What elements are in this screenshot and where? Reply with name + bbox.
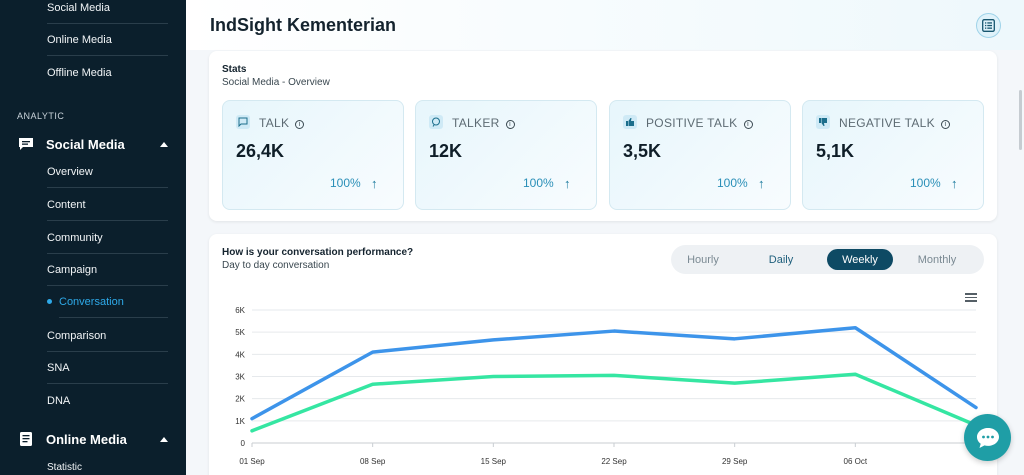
- list-icon: [982, 19, 995, 32]
- header: IndSight Kementerian: [186, 0, 1024, 50]
- thumbs-up-icon: [623, 115, 637, 129]
- page-title: IndSight Kementerian: [210, 15, 397, 35]
- page-scrollbar[interactable]: [1019, 90, 1022, 150]
- document-icon: [18, 431, 34, 447]
- chat-bubble-icon: [429, 115, 443, 129]
- active-dot-icon: [47, 299, 52, 304]
- sidebar: Social Media Online Media Offline Media …: [0, 0, 186, 475]
- stat-card-negative-talk[interactable]: NEGATIVE TALK i 5,1K 100% ↑: [802, 100, 984, 210]
- arrow-up-icon: ↑: [371, 176, 378, 191]
- sidebar-item-social-media-top[interactable]: Social Media: [47, 0, 168, 24]
- caret-up-icon[interactable]: [160, 436, 168, 442]
- chat-dots-icon: [976, 427, 999, 448]
- stat-label: NEGATIVE TALK i: [839, 116, 950, 130]
- stat-percent: 100%: [523, 176, 554, 190]
- stat-value: 12K: [429, 141, 463, 161]
- period-segmented-control: Hourly Daily Weekly Monthly: [671, 245, 984, 274]
- tab-monthly[interactable]: Monthly: [917, 253, 957, 266]
- main-area: IndSight Kementerian Stats Social Media …: [186, 0, 1024, 475]
- arrow-up-icon: ↑: [564, 176, 571, 191]
- sidebar-item-offline-media[interactable]: Offline Media: [47, 67, 112, 79]
- sidebar-item-comparison[interactable]: Comparison: [47, 320, 168, 352]
- stats-title: Stats: [222, 64, 247, 75]
- tab-hourly[interactable]: Hourly: [687, 253, 719, 266]
- hamburger-menu-icon[interactable]: [965, 293, 977, 302]
- sidebar-item-statistic[interactable]: Statistic: [47, 462, 83, 473]
- stat-value: 5,1K: [816, 141, 855, 161]
- report-button[interactable]: [976, 13, 1001, 38]
- sidebar-group-label: Social Media: [46, 136, 125, 152]
- stat-card-positive-talk[interactable]: POSITIVE TALK i 3,5K 100% ↑: [609, 100, 791, 210]
- sidebar-group-social-media[interactable]: Social Media: [18, 133, 168, 155]
- arrow-up-icon: ↑: [758, 176, 765, 191]
- stat-label: TALK i: [259, 116, 305, 130]
- stat-label: TALKER i: [452, 116, 515, 130]
- stat-percent: 100%: [717, 176, 748, 190]
- arrow-up-icon: ↑: [951, 176, 958, 191]
- info-icon[interactable]: i: [295, 120, 305, 129]
- thumbs-down-icon: [816, 115, 830, 129]
- stat-value: 3,5K: [623, 141, 662, 161]
- sidebar-item-online-media-top[interactable]: Online Media: [47, 24, 168, 56]
- chat-icon: [18, 136, 34, 152]
- caret-up-icon[interactable]: [160, 141, 168, 147]
- tab-daily[interactable]: Daily: [768, 253, 794, 266]
- info-icon[interactable]: i: [743, 120, 753, 129]
- info-icon[interactable]: i: [505, 120, 515, 129]
- performance-card: How is your conversation performance? Da…: [209, 234, 997, 475]
- stat-percent: 100%: [910, 176, 941, 190]
- sidebar-item-content[interactable]: Content: [47, 189, 168, 221]
- sidebar-item-dna[interactable]: DNA: [47, 395, 71, 407]
- sidebar-group-online-media[interactable]: Online Media: [18, 428, 168, 450]
- stat-percent: 100%: [330, 176, 361, 190]
- sidebar-group-label: Online Media: [46, 431, 127, 447]
- sidebar-item-sna[interactable]: SNA: [47, 352, 168, 384]
- stat-card-talk[interactable]: TALK i 26,4K 100% ↑: [222, 100, 404, 210]
- sidebar-item-overview[interactable]: Overview: [47, 156, 168, 188]
- chat-square-icon: [236, 115, 250, 129]
- sidebar-item-community[interactable]: Community: [47, 222, 168, 254]
- stats-card: Stats Social Media - Overview TALK i 26,4…: [209, 51, 997, 221]
- stat-card-talker[interactable]: TALKER i 12K 100% ↑: [415, 100, 597, 210]
- info-icon[interactable]: i: [940, 120, 950, 129]
- sidebar-section-label: ANALYTIC: [17, 111, 65, 121]
- sidebar-item-campaign[interactable]: Campaign: [47, 254, 168, 286]
- stat-value: 26,4K: [236, 141, 285, 161]
- performance-subtitle: Day to day conversation: [222, 260, 330, 271]
- sidebar-item-conversation[interactable]: Conversation: [59, 286, 168, 318]
- chat-support-button[interactable]: [964, 414, 1011, 461]
- tab-weekly[interactable]: Weekly: [827, 249, 893, 270]
- performance-title: How is your conversation performance?: [222, 247, 414, 258]
- stats-subtitle: Social Media - Overview: [222, 77, 330, 88]
- stat-label: POSITIVE TALK i: [646, 116, 753, 130]
